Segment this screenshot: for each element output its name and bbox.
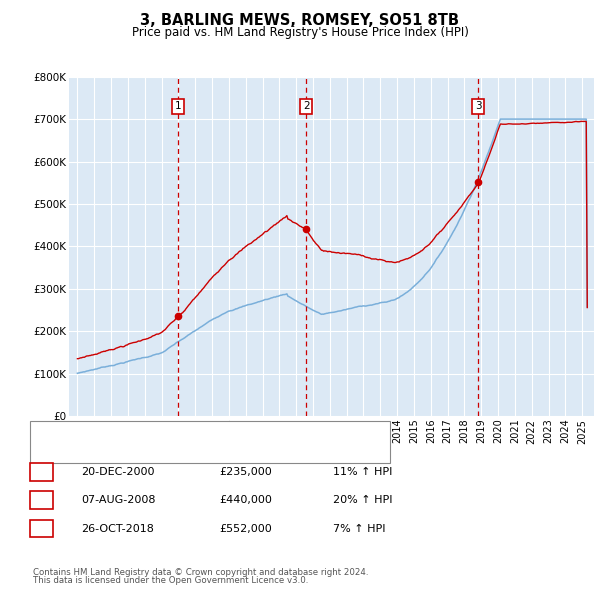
Text: 26-OCT-2018: 26-OCT-2018	[81, 524, 154, 533]
Text: 3: 3	[475, 101, 482, 112]
Text: Price paid vs. HM Land Registry's House Price Index (HPI): Price paid vs. HM Land Registry's House …	[131, 26, 469, 39]
Text: 07-AUG-2008: 07-AUG-2008	[81, 496, 155, 505]
Text: £235,000: £235,000	[219, 467, 272, 477]
Text: 20% ↑ HPI: 20% ↑ HPI	[333, 496, 392, 505]
Text: 20-DEC-2000: 20-DEC-2000	[81, 467, 155, 477]
Text: £440,000: £440,000	[219, 496, 272, 505]
Text: 11% ↑ HPI: 11% ↑ HPI	[333, 467, 392, 477]
Text: 1: 1	[38, 467, 45, 477]
Text: HPI: Average price, detached house, Test Valley: HPI: Average price, detached house, Test…	[67, 447, 304, 457]
Text: 2: 2	[303, 101, 310, 112]
Text: Contains HM Land Registry data © Crown copyright and database right 2024.: Contains HM Land Registry data © Crown c…	[33, 568, 368, 577]
Text: 2: 2	[38, 496, 45, 505]
Text: 1: 1	[175, 101, 182, 112]
Text: 3: 3	[38, 524, 45, 533]
Text: This data is licensed under the Open Government Licence v3.0.: This data is licensed under the Open Gov…	[33, 576, 308, 585]
Text: £552,000: £552,000	[219, 524, 272, 533]
Text: 7% ↑ HPI: 7% ↑ HPI	[333, 524, 386, 533]
Text: 3, BARLING MEWS, ROMSEY, SO51 8TB: 3, BARLING MEWS, ROMSEY, SO51 8TB	[140, 13, 460, 28]
Text: 3, BARLING MEWS, ROMSEY, SO51 8TB (detached house): 3, BARLING MEWS, ROMSEY, SO51 8TB (detac…	[67, 427, 352, 437]
